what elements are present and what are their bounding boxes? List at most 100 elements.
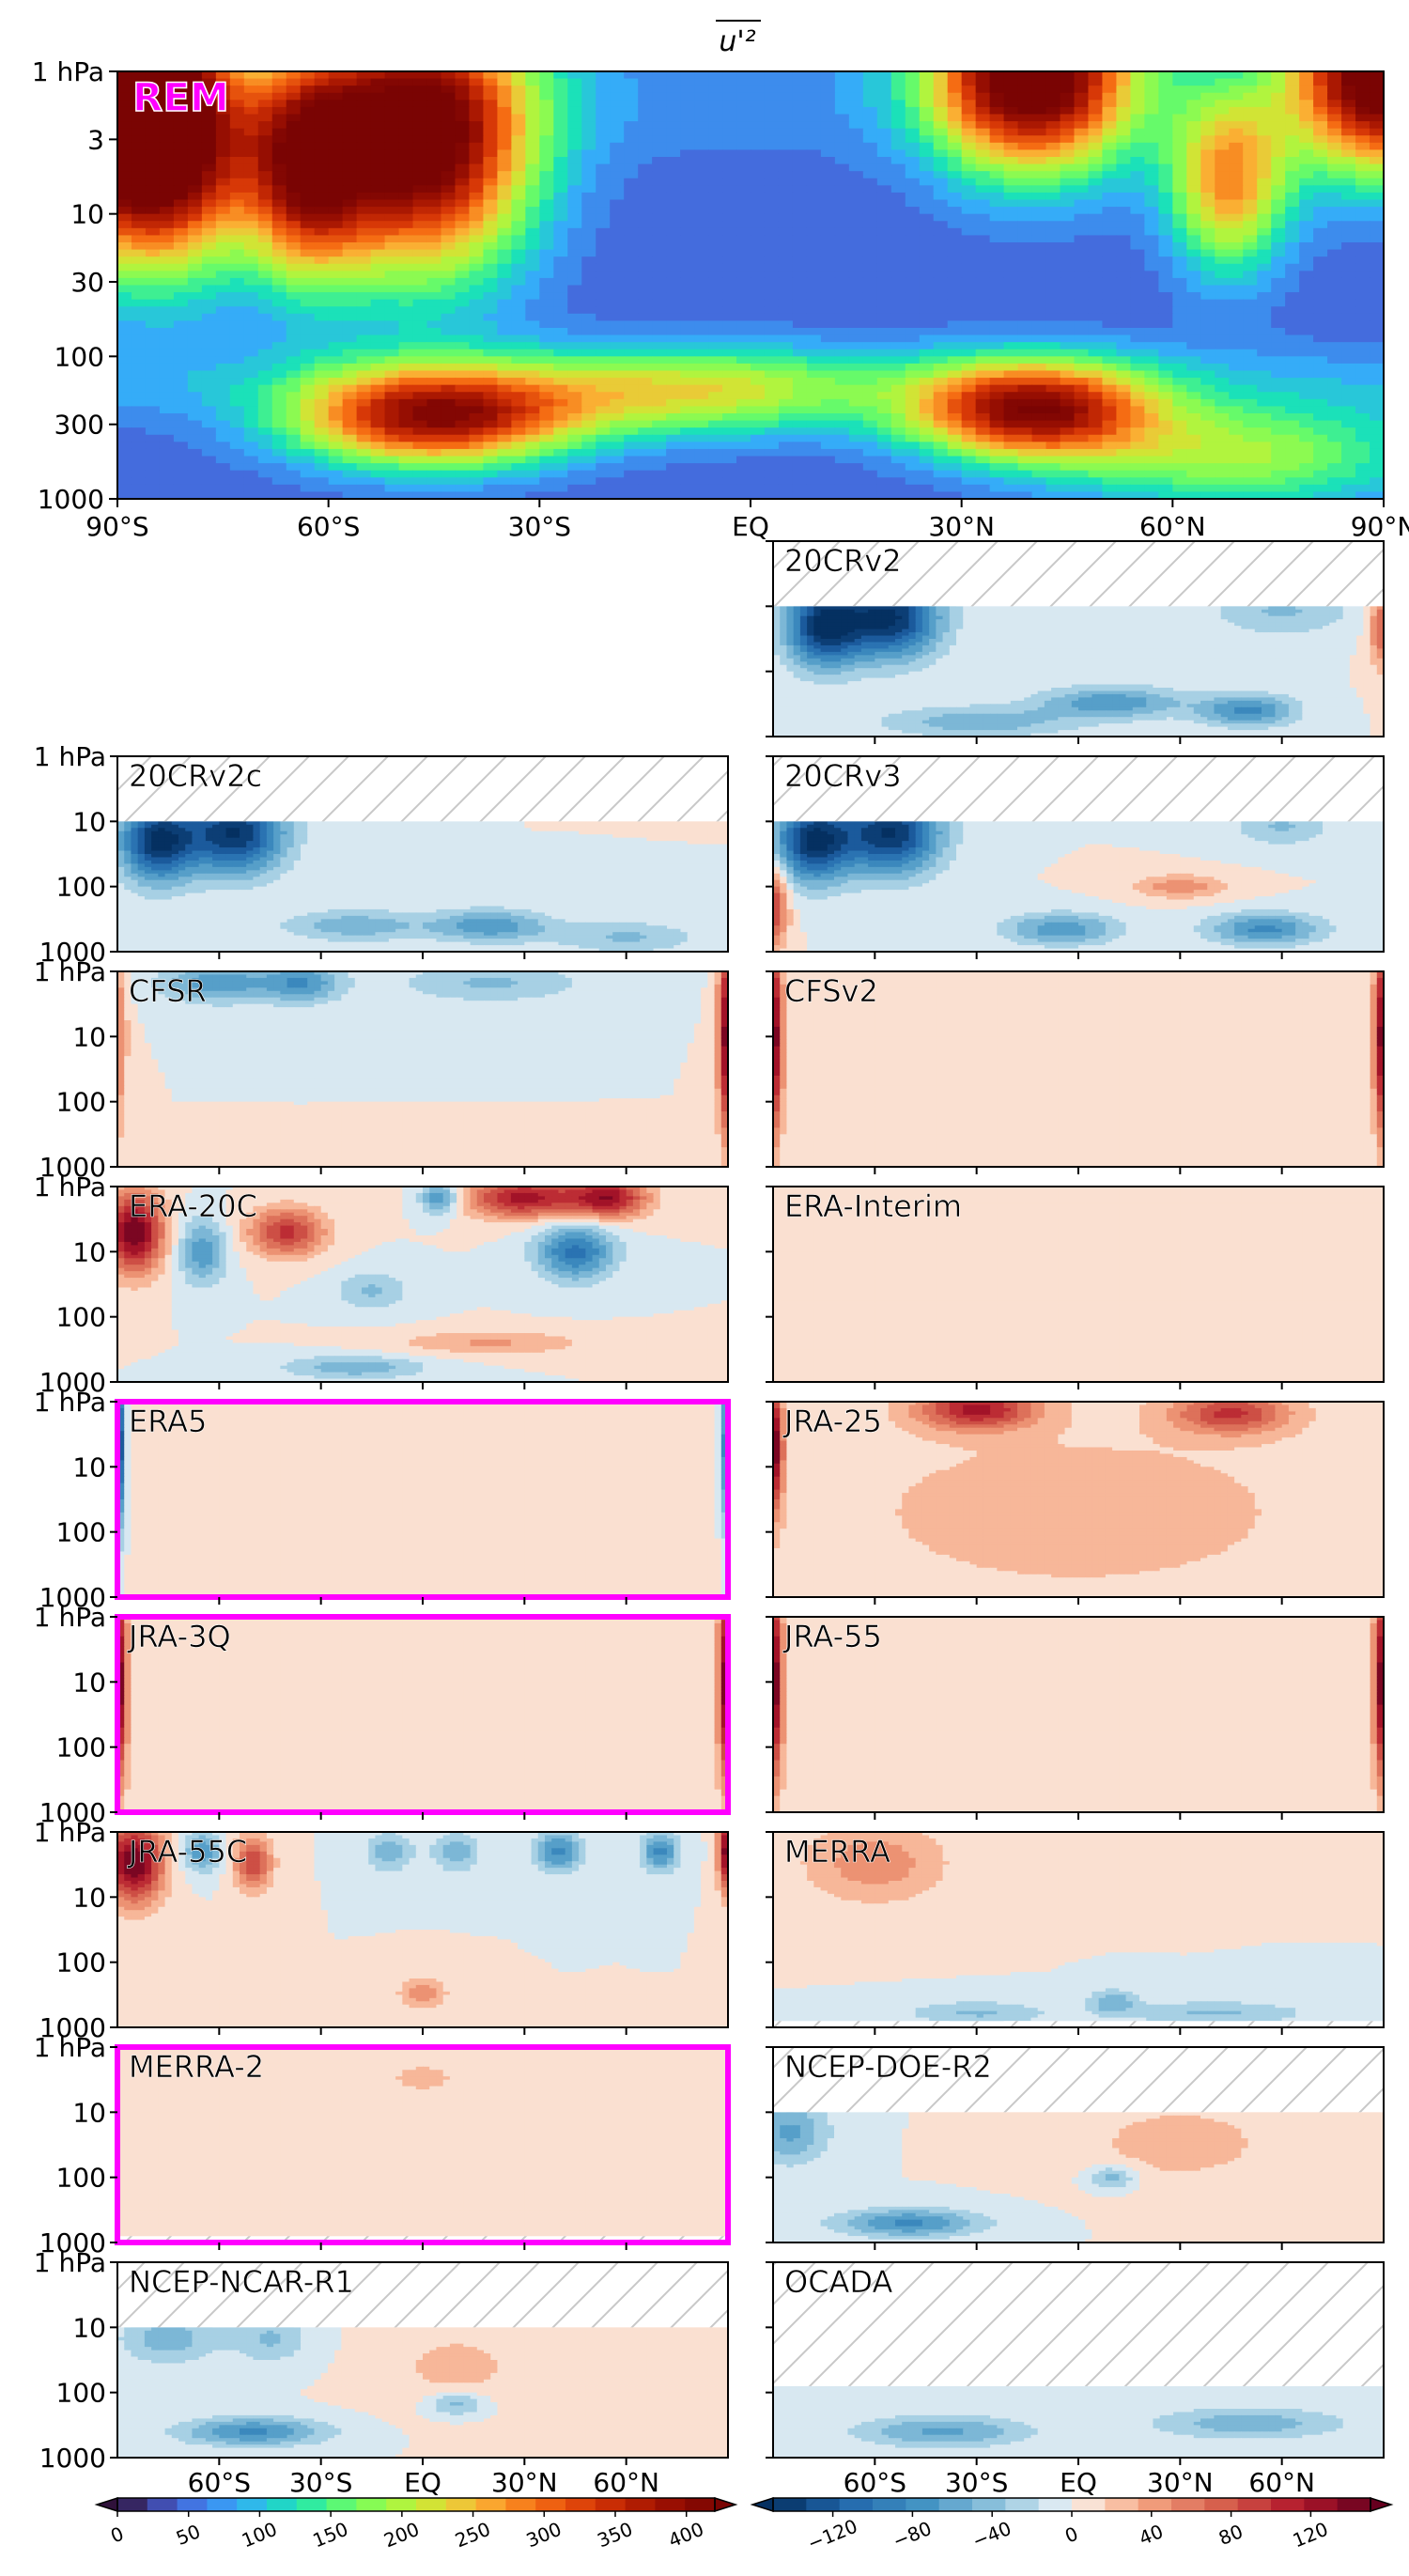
field-cell	[315, 121, 330, 129]
field-cell	[736, 200, 751, 208]
field-cell	[539, 107, 554, 115]
field-cell	[990, 292, 1005, 300]
field-cell	[202, 364, 217, 371]
field-cell	[680, 292, 695, 300]
field-cell	[1271, 399, 1286, 407]
field-cell	[455, 271, 470, 278]
field-cell	[666, 335, 681, 343]
field-cell	[272, 200, 287, 208]
field-cell	[624, 79, 639, 86]
field-cell	[539, 286, 554, 293]
field-cell	[666, 449, 681, 457]
field-cell	[1074, 342, 1089, 349]
field-cell	[948, 449, 963, 457]
field-cell	[567, 250, 582, 257]
field-cell	[581, 178, 596, 186]
field-cell	[1186, 129, 1201, 136]
field-cell	[286, 207, 302, 214]
field-cell	[567, 278, 582, 286]
field-cell	[835, 164, 850, 172]
field-cell	[413, 200, 428, 208]
field-cell	[1004, 385, 1019, 393]
field-cell	[1243, 250, 1258, 257]
field-cell	[469, 442, 484, 449]
field-cell	[962, 235, 977, 242]
field-cell	[1299, 335, 1314, 343]
field-cell	[610, 442, 625, 449]
field-cell	[821, 71, 836, 79]
field-cell	[1018, 79, 1033, 86]
field-cell	[1116, 129, 1131, 136]
field-cell	[581, 349, 596, 357]
field-cell	[1327, 235, 1342, 242]
field-cell	[835, 157, 850, 164]
field-cell	[244, 149, 259, 157]
field-cell	[1004, 107, 1019, 115]
field-cell	[343, 135, 358, 143]
field-cell	[230, 71, 245, 79]
field-cell	[455, 342, 470, 349]
field-cell	[793, 200, 808, 208]
field-cell	[117, 250, 132, 257]
field-cell	[1116, 335, 1131, 343]
field-cell	[117, 421, 132, 428]
field-cell	[117, 214, 132, 222]
field-cell	[315, 463, 330, 471]
field-cell	[399, 427, 414, 435]
field-cell	[1144, 149, 1159, 157]
field-cell	[1327, 221, 1342, 228]
field-cell	[553, 79, 568, 86]
field-cell	[793, 457, 808, 464]
field-cell	[371, 278, 386, 286]
field-cell	[877, 71, 892, 79]
field-cell	[948, 214, 963, 222]
field-cell	[455, 399, 470, 407]
field-cell	[511, 406, 526, 413]
field-cell	[891, 242, 906, 250]
field-cell	[1341, 328, 1356, 335]
field-cell	[202, 399, 217, 407]
field-cell	[371, 79, 386, 86]
field-cell	[1285, 79, 1300, 86]
field-cell	[849, 435, 864, 442]
field-cell	[779, 278, 794, 286]
field-cell	[1299, 364, 1314, 371]
field-cell	[301, 85, 316, 93]
field-cell	[1074, 306, 1089, 314]
field-cell	[160, 328, 175, 335]
field-cell	[990, 164, 1005, 172]
field-cell	[567, 392, 582, 399]
field-cell	[920, 320, 935, 328]
field-cell	[258, 413, 273, 421]
field-cell	[1370, 256, 1385, 264]
field-cell	[652, 399, 667, 407]
field-cell	[511, 306, 526, 314]
field-cell	[1130, 178, 1145, 186]
field-cell	[371, 271, 386, 278]
field-cell	[610, 314, 625, 321]
field-cell	[1313, 371, 1328, 379]
field-cell	[469, 378, 484, 385]
field-cell	[694, 85, 709, 93]
field-cell	[1257, 85, 1272, 93]
field-cell	[1032, 286, 1047, 293]
field-cell	[272, 85, 287, 93]
field-cell	[736, 320, 751, 328]
field-cell	[891, 100, 906, 107]
field-cell	[315, 207, 330, 214]
field-cell	[1200, 300, 1215, 307]
field-cell	[343, 435, 358, 442]
field-cell	[511, 271, 526, 278]
field-cell	[539, 371, 554, 379]
field-cell	[1046, 85, 1061, 93]
field-cell	[469, 121, 484, 129]
field-cell	[863, 356, 878, 364]
field-cell	[1200, 200, 1215, 208]
field-cell	[272, 335, 287, 343]
field-cell	[948, 371, 963, 379]
field-cell	[1074, 107, 1089, 115]
field-cell	[1327, 214, 1342, 222]
field-cell	[920, 264, 935, 272]
field-cell	[329, 399, 344, 407]
field-cell	[385, 143, 400, 150]
